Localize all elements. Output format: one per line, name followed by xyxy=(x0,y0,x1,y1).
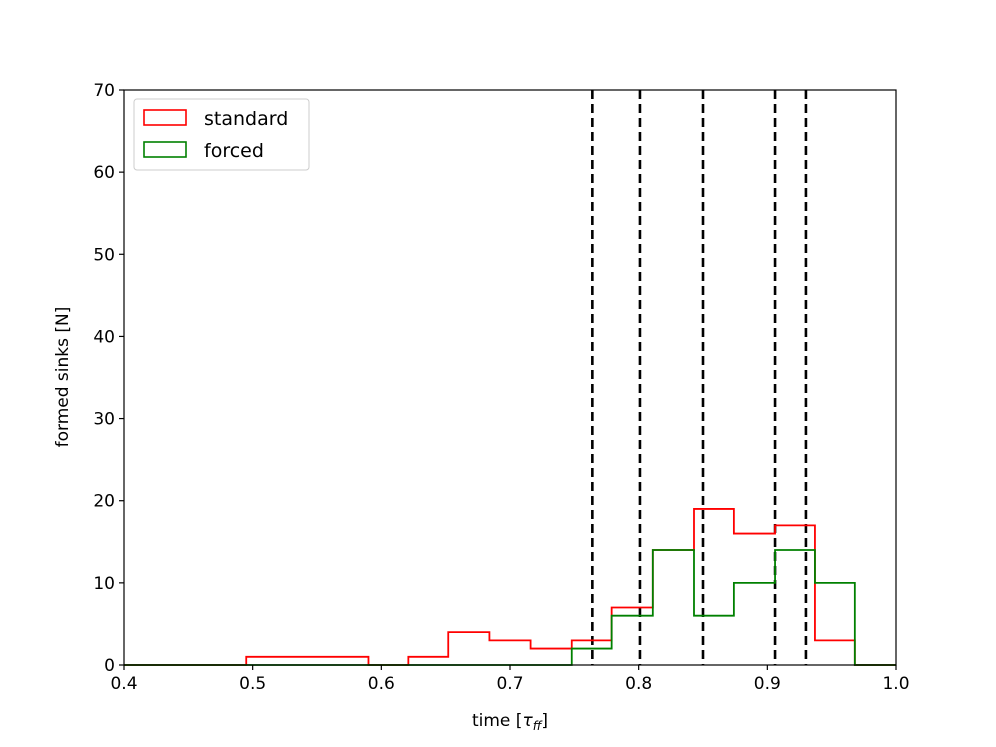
series-standard xyxy=(124,508,896,666)
x-tick-label: 0.9 xyxy=(754,674,781,694)
y-tick-label: 50 xyxy=(93,245,115,265)
histogram-series xyxy=(124,508,896,666)
y-tick-label: 0 xyxy=(104,656,115,676)
x-axis-title: time [τff] xyxy=(472,711,548,733)
vertical-reference-lines xyxy=(591,90,808,665)
legend-label-forced: forced xyxy=(204,140,264,162)
legend-swatch-standard xyxy=(143,109,187,126)
x-tick-label: 0.7 xyxy=(496,674,523,694)
legend-entry-standard: standard xyxy=(143,108,288,130)
y-axis-title: formed sinks [N] xyxy=(53,307,73,448)
y-tick-label: 60 xyxy=(93,163,115,183)
y-tick-label: 70 xyxy=(93,81,115,101)
series-forced xyxy=(124,549,896,666)
x-axis-ticks: 0.4 0.5 0.6 0.7 0.8 0.9 1.0 xyxy=(110,665,910,694)
y-tick-label: 10 xyxy=(93,574,115,594)
legend-entry-forced: forced xyxy=(143,140,264,162)
legend-swatch-forced xyxy=(143,141,187,158)
legend: standard forced xyxy=(133,98,310,171)
plot-frame xyxy=(123,89,897,666)
y-tick-label: 40 xyxy=(93,327,115,347)
y-axis-ticks: 0 10 20 30 40 50 60 70 xyxy=(93,81,124,676)
x-tick-label: 0.5 xyxy=(239,674,266,694)
x-tick-label: 0.6 xyxy=(368,674,395,694)
y-tick-label: 30 xyxy=(93,410,115,430)
x-tick-label: 0.8 xyxy=(625,674,652,694)
x-tick-label: 1.0 xyxy=(882,674,909,694)
x-tick-label: 0.4 xyxy=(110,674,137,694)
y-tick-label: 20 xyxy=(93,492,115,512)
legend-frame xyxy=(133,98,310,171)
legend-label-standard: standard xyxy=(204,108,288,130)
